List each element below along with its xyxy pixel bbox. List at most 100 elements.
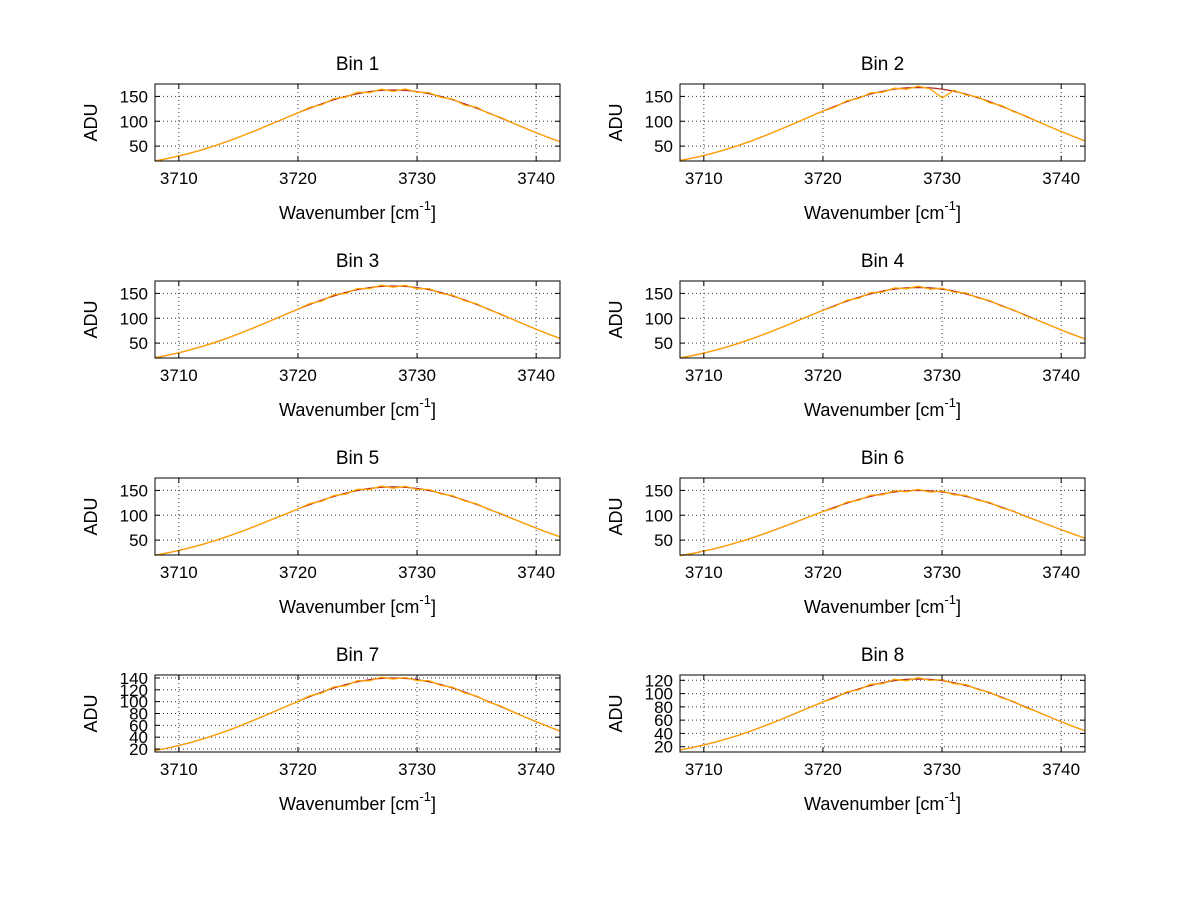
x-axis-label: Wavenumber [cm-1]	[804, 592, 961, 617]
fit-line	[154, 89, 561, 162]
y-tick-label: 100	[120, 506, 148, 525]
x-tick-label: 3710	[160, 169, 198, 188]
x-tick-label: 3740	[517, 169, 555, 188]
y-axis-label: ADU	[606, 694, 626, 732]
x-axis-label: Wavenumber [cm-1]	[804, 198, 961, 223]
fit-line	[679, 286, 1086, 359]
subplot-bin-3: Bin 3 3710 3720 3730 3740 50 100 150 ADU Wavenum…	[65, 247, 590, 444]
y-tick-label: 20	[654, 738, 673, 757]
y-tick-label: 150	[645, 284, 673, 303]
axes-box	[679, 477, 1086, 556]
data-line	[154, 284, 561, 359]
data-line	[679, 488, 1086, 557]
plot-title-bin-3: Bin 3	[335, 251, 380, 272]
x-tick-label: 3710	[685, 366, 723, 385]
y-axis-label: ADU	[606, 300, 626, 338]
y-tick-label: 50	[654, 531, 673, 550]
plot-title-bin-4: Bin 4	[860, 251, 905, 272]
x-tick-label: 3730	[923, 366, 961, 385]
subplot-bin-7: Bin 7 3710 3720 3730 3740 20 40 60 80 100 120 140 A…	[65, 641, 590, 838]
subplot-bin-5: Bin 5 3710 3720 3730 3740 50 100 150 ADU Wavenum…	[65, 444, 590, 641]
y-tick-label: 100	[120, 112, 148, 131]
y-tick-label: 50	[129, 531, 148, 550]
x-tick-label: 3720	[279, 760, 317, 779]
x-axis-label: Wavenumber [cm-1]	[279, 592, 436, 617]
x-tick-label: 3720	[804, 760, 842, 779]
x-axis-label: Wavenumber [cm-1]	[279, 395, 436, 420]
x-tick-label: 3730	[398, 366, 436, 385]
y-axis-label: ADU	[81, 694, 101, 732]
x-axis-label: Wavenumber [cm-1]	[279, 789, 436, 814]
x-tick-label: 3710	[685, 169, 723, 188]
x-tick-label: 3730	[923, 563, 961, 582]
plot-title-bin-6: Bin 6	[860, 448, 905, 469]
y-axis-label: ADU	[606, 103, 626, 141]
plot-title-bin-2: Bin 2	[860, 54, 905, 75]
x-tick-label: 3720	[804, 366, 842, 385]
y-axis-label: ADU	[81, 497, 101, 535]
subplot-bin-6: Bin 6 3710 3720 3730 3740 50 100 150 ADU Wavenum…	[590, 444, 1115, 641]
y-tick-label: 120	[120, 681, 148, 700]
y-tick-label: 50	[654, 137, 673, 156]
fit-line	[679, 86, 1086, 162]
y-tick-label: 120	[645, 673, 673, 690]
x-tick-label: 3720	[279, 366, 317, 385]
subplot-grid: Bin 1 3710 3720 3730 3740 50 100 150 ADU Wavenum…	[65, 0, 1200, 838]
y-tick-label: 100	[120, 309, 148, 328]
x-tick-label: 3740	[1042, 760, 1080, 779]
plot-canvas-bin-2: 3710 3720 3730 3740 50 100 150 ADU Wavenumber [c…	[606, 83, 1086, 223]
x-tick-label: 3730	[398, 169, 436, 188]
x-axis-label: Wavenumber [cm-1]	[804, 395, 961, 420]
y-tick-label: 100	[645, 685, 673, 704]
x-axis-label: Wavenumber [cm-1]	[279, 198, 436, 223]
x-tick-label: 3710	[685, 760, 723, 779]
y-axis-label: ADU	[606, 497, 626, 535]
y-tick-label: 80	[654, 698, 673, 717]
y-tick-label: 40	[654, 724, 673, 743]
axes-box	[154, 83, 561, 162]
y-tick-label: 140	[120, 673, 148, 688]
y-tick-label: 40	[129, 728, 148, 747]
plot-canvas-bin-6: 3710 3720 3730 3740 50 100 150 ADU Wavenumber [c…	[606, 477, 1086, 617]
data-line	[679, 85, 1086, 162]
y-tick-label: 20	[129, 740, 148, 759]
x-tick-label: 3730	[398, 563, 436, 582]
x-tick-label: 3730	[923, 760, 961, 779]
plot-canvas-bin-3: 3710 3720 3730 3740 50 100 150 ADU Wavenumber [c…	[81, 280, 561, 420]
x-tick-label: 3740	[517, 760, 555, 779]
axes-box	[154, 280, 561, 359]
y-tick-label: 60	[129, 716, 148, 735]
y-tick-label: 60	[654, 711, 673, 730]
subplot-bin-1: Bin 1 3710 3720 3730 3740 50 100 150 ADU Wavenum…	[65, 50, 590, 247]
y-axis-label: ADU	[81, 103, 101, 141]
y-tick-label: 50	[654, 334, 673, 353]
x-tick-label: 3730	[398, 760, 436, 779]
plot-canvas-bin-1: 3710 3720 3730 3740 50 100 150 ADU Wavenumber [c…	[81, 83, 561, 223]
x-tick-label: 3740	[517, 366, 555, 385]
x-tick-label: 3740	[517, 563, 555, 582]
fit-line	[679, 678, 1086, 751]
axes-box	[679, 674, 1086, 753]
y-tick-label: 150	[645, 481, 673, 500]
y-tick-label: 50	[129, 137, 148, 156]
y-tick-label: 100	[120, 693, 148, 712]
y-tick-label: 100	[645, 112, 673, 131]
x-axis-label: Wavenumber [cm-1]	[804, 789, 961, 814]
y-tick-label: 150	[645, 87, 673, 106]
plot-title-bin-8: Bin 8	[860, 645, 905, 666]
y-tick-label: 100	[645, 309, 673, 328]
data-line	[679, 677, 1086, 751]
x-tick-label: 3730	[923, 169, 961, 188]
axes-box	[679, 83, 1086, 162]
fit-line	[154, 285, 561, 359]
y-tick-label: 150	[120, 481, 148, 500]
x-tick-label: 3710	[685, 563, 723, 582]
y-tick-label: 150	[120, 87, 148, 106]
data-line	[679, 285, 1086, 359]
x-tick-label: 3720	[804, 563, 842, 582]
y-tick-label: 100	[645, 506, 673, 525]
subplot-bin-4: Bin 4 3710 3720 3730 3740 50 100 150 ADU Wavenum…	[590, 247, 1115, 444]
